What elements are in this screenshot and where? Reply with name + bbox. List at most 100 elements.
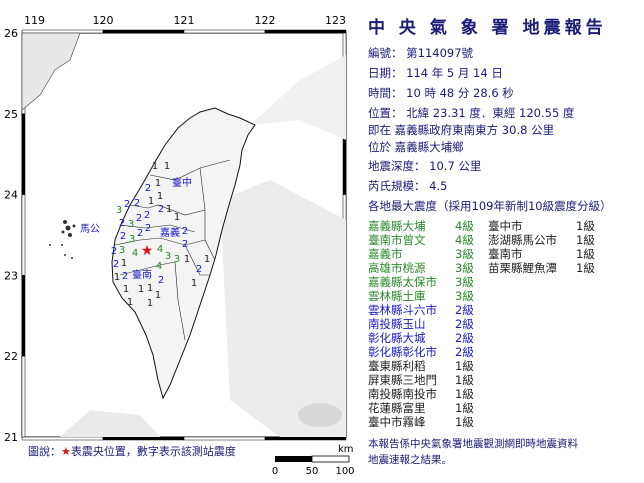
intensity-level: 4級 (455, 233, 474, 247)
station-intensity: 3 (116, 205, 122, 216)
taiwan-outline (111, 107, 256, 400)
map-legend: 圖說：★表震央位置，數字表示該測站震度 (28, 443, 236, 459)
frame-bar (102, 436, 185, 441)
station-intensity: 1 (191, 278, 197, 289)
intensity-place: 苗栗縣鯉魚潭 (488, 261, 557, 275)
frame-bar (21, 275, 26, 357)
intensity-place: 臺中市 (488, 219, 523, 233)
scale-bar: km 0 50 100 (272, 444, 355, 477)
station-intensity: 1 (184, 254, 190, 265)
station-intensity: 3 (119, 245, 125, 256)
intensity-level: 1級 (576, 219, 595, 233)
frame-bar (21, 29, 104, 34)
intensity-place: 澎湖縣馬公市 (488, 233, 557, 247)
station-intensity: 1 (164, 161, 170, 172)
station-intensity: 3 (129, 234, 135, 245)
intensity-place: 臺南市 (488, 247, 523, 261)
intensity-place: 南投縣南投市 (368, 387, 437, 401)
intensity-level: 2級 (455, 303, 474, 317)
lat-tick-label: 26 (4, 27, 18, 40)
legend-label: 圖說： (28, 445, 61, 458)
station-intensity: 2 (145, 223, 151, 234)
frame-bar (21, 113, 26, 195)
scale-unit: km (338, 444, 354, 455)
lon-tick-label: 121 (174, 14, 195, 27)
intensity-place: 嘉義市 (368, 247, 403, 261)
intensity-level: 1級 (455, 401, 474, 415)
lon-tick-label: 123 (325, 14, 346, 27)
station-intensity: 2 (144, 210, 150, 221)
report-number: 編號： 第114097號 (368, 46, 474, 60)
intensity-place: 嘉義縣太保市 (368, 275, 437, 289)
frame-bar (21, 194, 26, 276)
intensity-level: 1級 (576, 233, 595, 247)
lat-tick-label: 23 (4, 269, 18, 282)
report-township: 位於 嘉義縣大埔鄉 (368, 140, 464, 154)
report-footer: 本報告係中央氣象署地震觀測網即時地震資料 地震速報之結果。 (368, 436, 578, 468)
station-intensity: 1 (204, 254, 210, 265)
lat-tick-label: 24 (4, 189, 18, 202)
station-intensity: 2 (122, 271, 128, 282)
intensity-place: 高雄市桃源 (368, 261, 426, 275)
epicenter-star-icon: ★ (61, 445, 71, 458)
station-intensity: 1 (166, 204, 172, 215)
station-intensity: 1 (148, 196, 154, 207)
station-intensity: 1 (157, 191, 163, 202)
intensity-place: 臺中市霧峰 (368, 415, 426, 429)
intensity-place: 南投縣玉山 (368, 317, 426, 331)
city-label: 嘉義 (160, 226, 180, 239)
intensity-level: 1級 (455, 387, 474, 401)
intensity-level: 1級 (455, 373, 474, 387)
epicenter-star-icon: ★ (141, 243, 154, 259)
station-intensity: 4 (157, 244, 163, 255)
intensity-place: 嘉義縣大埔 (368, 219, 426, 233)
station-intensity: 2 (120, 231, 126, 242)
report-date: 日期： 114 年 5 月 14 日 (368, 66, 503, 80)
intensity-level: 1級 (455, 359, 474, 373)
lat-tick-label: 21 (4, 431, 18, 444)
report-time: 時間： 10 時 48 分 28.6 秒 (368, 86, 514, 100)
intensity-level: 2級 (455, 317, 474, 331)
station-intensity: 4 (156, 261, 162, 272)
footer-line-2: 地震速報之結果。 (368, 454, 452, 466)
frame-bar (183, 436, 266, 441)
report-depth: 地震深度： 10.7 公里 (368, 159, 482, 173)
intensity-level: 2級 (455, 345, 474, 359)
frame-bar (264, 29, 347, 34)
station-intensity: 3 (174, 254, 180, 265)
intensity-level: 3級 (455, 247, 474, 261)
intensity-level: 1級 (576, 261, 595, 275)
report-relative-location: 即在 嘉義縣政府東南東方 30.8 公里 (368, 123, 555, 137)
station-intensity: 3 (165, 251, 171, 262)
lon-tick-label: 122 (255, 14, 276, 27)
report-location: 位置： 北緯 23.31 度．東經 120.55 度 (368, 106, 575, 120)
intensity-level: 3級 (455, 275, 474, 289)
frame-bar (21, 355, 26, 438)
station-intensity: 1 (138, 284, 144, 295)
intensity-level: 4級 (455, 219, 474, 233)
intensity-place: 彰化縣彰化市 (368, 345, 437, 359)
intensity-level: 3級 (455, 289, 474, 303)
intensity-place: 屏東縣三地門 (368, 373, 437, 387)
station-intensity: 2 (158, 204, 164, 215)
station-intensity: 1 (123, 284, 129, 295)
lat-tick-label: 22 (4, 350, 18, 363)
station-intensity: 2 (113, 259, 119, 270)
frame-bar (264, 436, 347, 441)
station-intensity: 1 (127, 297, 133, 308)
lat-tick-label: 25 (4, 108, 18, 121)
intensity-place: 臺東縣利稻 (368, 359, 426, 373)
station-intensity: 2 (119, 218, 125, 229)
lon-tick-label: 119 (24, 14, 45, 27)
station-intensity: 1 (155, 290, 161, 301)
station-intensity: 1 (174, 212, 180, 223)
footer-line-1: 本報告係中央氣象署地震觀測網即時地震資料 (368, 438, 578, 450)
station-intensity: 2 (136, 213, 142, 224)
station-intensity: 2 (196, 264, 202, 275)
report-magnitude: 芮氏規模： 4.5 (368, 179, 448, 193)
station-intensity: 3 (128, 219, 134, 230)
city-label: 臺南 (132, 268, 152, 281)
frame-bar (183, 29, 266, 34)
terrain-shading (21, 32, 346, 437)
